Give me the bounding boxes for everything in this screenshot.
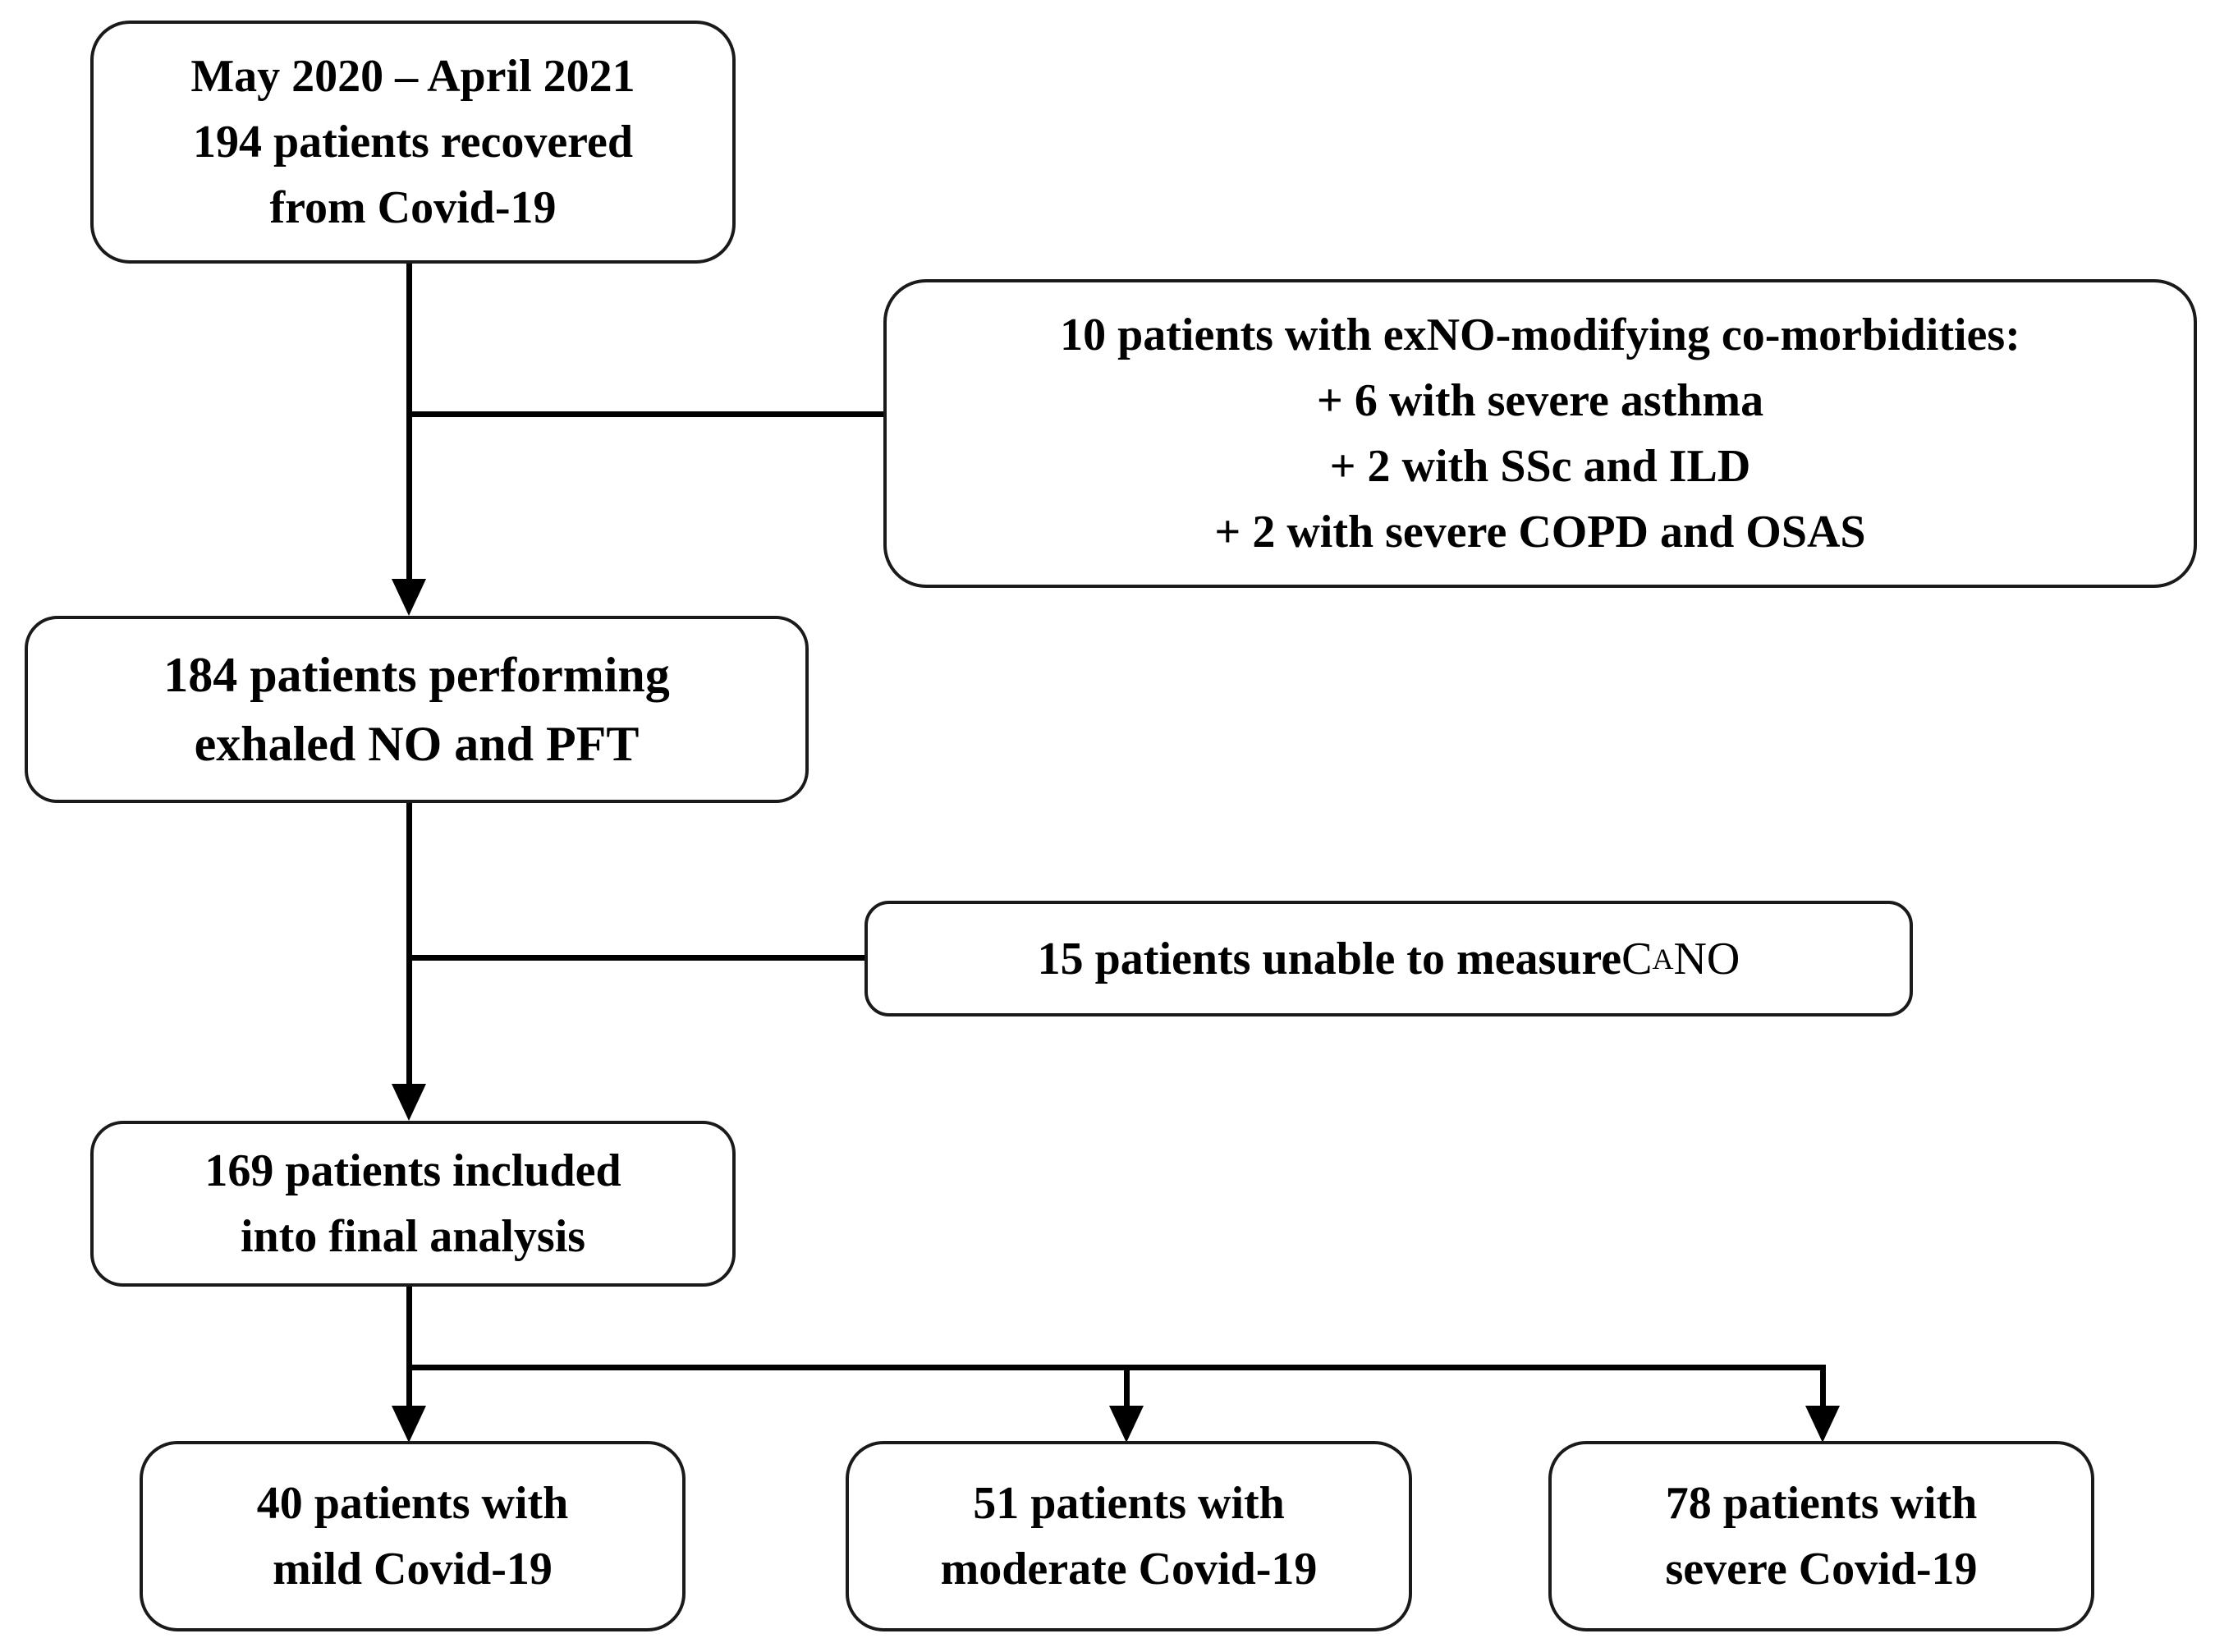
connector-stub-moderate (1124, 1368, 1130, 1409)
connector-stub-severe (1820, 1368, 1826, 1409)
excluded-line: + 2 with SSc and ILD (1329, 441, 1751, 492)
final-line: into final analysis (240, 1211, 586, 1262)
connector-branch-excluded (409, 411, 883, 417)
connector-branch-unable (409, 955, 864, 961)
node-moderate-covid-box: 51 patients with moderate Covid-19 (846, 1441, 1412, 1631)
severe-line: 78 patients with (1665, 1478, 1978, 1529)
connector-exhaled-to-final (406, 801, 412, 1085)
severe-line: severe Covid-19 (1665, 1544, 1978, 1595)
moderate-line: moderate Covid-19 (940, 1544, 1318, 1595)
arrowhead-into-exhaled (392, 579, 426, 616)
excluded-line: 10 patients with exNO-modifying co-morbi… (1060, 310, 2020, 360)
excluded-line: + 6 with severe asthma (1316, 375, 1764, 426)
arrowhead-into-final (392, 1084, 426, 1121)
connector-split-bar (406, 1365, 1826, 1370)
node-exhaled-no-pft-box: 184 patients performing exhaled NO and P… (25, 616, 809, 803)
connector-final-to-split (406, 1285, 412, 1408)
exhaled-line: 184 patients performing (163, 648, 670, 702)
mild-line: mild Covid-19 (273, 1544, 553, 1595)
connector-enrollment-to-exhaled (406, 264, 412, 580)
arrowhead-into-mild (392, 1406, 426, 1443)
final-line: 169 patients included (204, 1145, 621, 1196)
cano-symbol-base: C (1621, 933, 1653, 984)
node-final-analysis-box: 169 patients included into final analysi… (90, 1121, 736, 1287)
node-enrollment-box: May 2020 – April 2021 194 patients recov… (90, 21, 736, 264)
excluded-line: + 2 with severe COPD and OSAS (1214, 507, 1866, 558)
node-mild-covid-box: 40 patients with mild Covid-19 (140, 1441, 686, 1631)
cano-symbol-suffix: NO (1673, 933, 1740, 984)
arrowhead-into-moderate (1109, 1406, 1144, 1443)
enrollment-line: 194 patients recovered (192, 117, 634, 167)
enrollment-line: May 2020 – April 2021 (190, 51, 635, 102)
unable-text: 15 patients unable to measure (1037, 933, 1622, 984)
exhaled-line: exhaled NO and PFT (194, 717, 640, 771)
enrollment-line: from Covid-19 (269, 182, 557, 233)
moderate-line: 51 patients with (973, 1478, 1285, 1529)
mild-line: 40 patients with (256, 1478, 569, 1529)
node-unable-cano-box: 15 patients unable to measure C A NO (864, 901, 1913, 1016)
node-excluded-comorbidities-box: 10 patients with exNO-modifying co-morbi… (883, 279, 2197, 588)
node-severe-covid-box: 78 patients with severe Covid-19 (1548, 1441, 2094, 1631)
arrowhead-into-severe (1805, 1406, 1840, 1443)
